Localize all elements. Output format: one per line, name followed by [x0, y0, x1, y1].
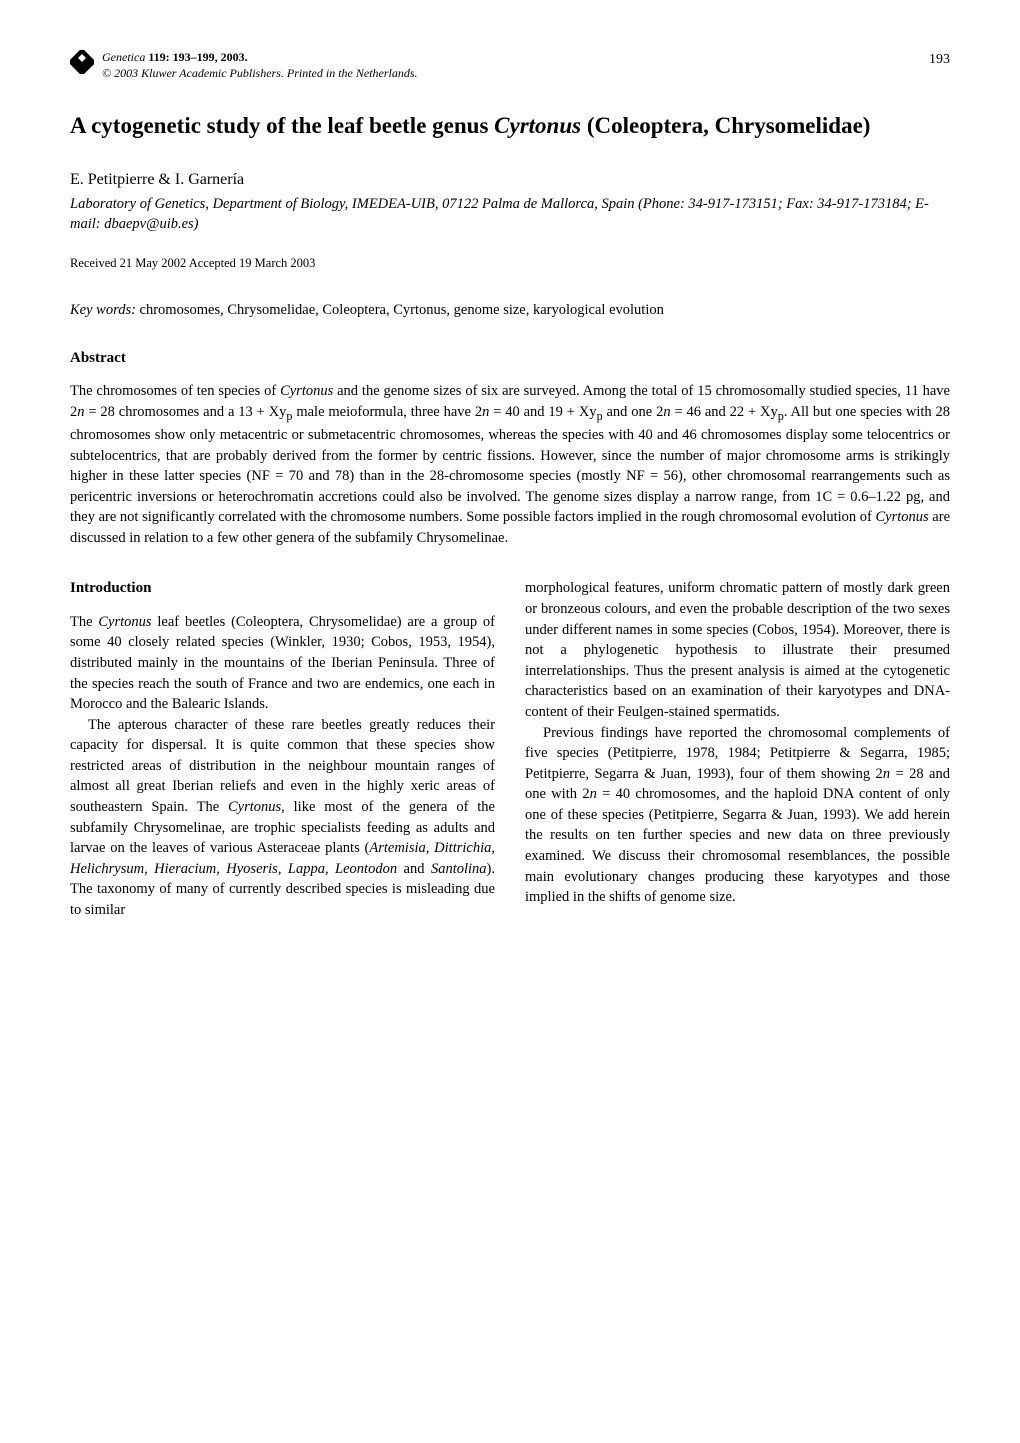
two-column-layout: Introduction The Cyrtonus leaf beetles (… [70, 578, 950, 920]
intro-paragraph-3: morphological features, uniform chromati… [525, 578, 950, 722]
title-pre: A cytogenetic study of the leaf beetle g… [70, 113, 494, 138]
keywords-label: Key words: [70, 302, 136, 318]
abstract-header: Abstract [70, 348, 950, 369]
page-number: 193 [929, 50, 950, 70]
journal-volume-pages: 119: 193–199, 2003. [148, 50, 247, 64]
article-title: A cytogenetic study of the leaf beetle g… [70, 111, 950, 141]
authors: E. Petitpierre & I. Garnería [70, 169, 950, 191]
journal-info: Genetica 119: 193–199, 2003. © 2003 Kluw… [102, 50, 418, 81]
intro-paragraph-4: Previous findings have reported the chro… [525, 723, 950, 908]
keywords-text1: chromosomes, Chrysomelidae, Coleoptera, [136, 302, 393, 318]
keywords-text2: , genome size, karyological evolution [446, 302, 663, 318]
keywords-line: Key words: chromosomes, Chrysomelidae, C… [70, 300, 950, 320]
journal-name: Genetica [102, 50, 145, 64]
page-header: Genetica 119: 193–199, 2003. © 2003 Kluw… [70, 50, 950, 81]
introduction-header: Introduction [70, 578, 495, 599]
right-column: morphological features, uniform chromati… [525, 578, 950, 920]
copyright-line: © 2003 Kluwer Academic Publishers. Print… [102, 66, 418, 82]
intro-paragraph-1: The Cyrtonus leaf beetles (Coleoptera, C… [70, 612, 495, 715]
title-post: (Coleoptera, Chrysomelidae) [581, 113, 870, 138]
journal-header-left: Genetica 119: 193–199, 2003. © 2003 Kluw… [70, 50, 418, 81]
left-column: Introduction The Cyrtonus leaf beetles (… [70, 578, 495, 920]
title-genus: Cyrtonus [494, 113, 581, 138]
keywords-italic-term: Cyrtonus [393, 302, 446, 318]
received-accepted-dates: Received 21 May 2002 Accepted 19 March 2… [70, 255, 950, 273]
abstract-body: The chromosomes of ten species of Cyrton… [70, 381, 950, 548]
affiliation: Laboratory of Genetics, Department of Bi… [70, 195, 950, 234]
intro-paragraph-2: The apterous character of these rare bee… [70, 715, 495, 921]
journal-citation: Genetica 119: 193–199, 2003. [102, 50, 418, 66]
publisher-logo-icon [70, 50, 94, 74]
